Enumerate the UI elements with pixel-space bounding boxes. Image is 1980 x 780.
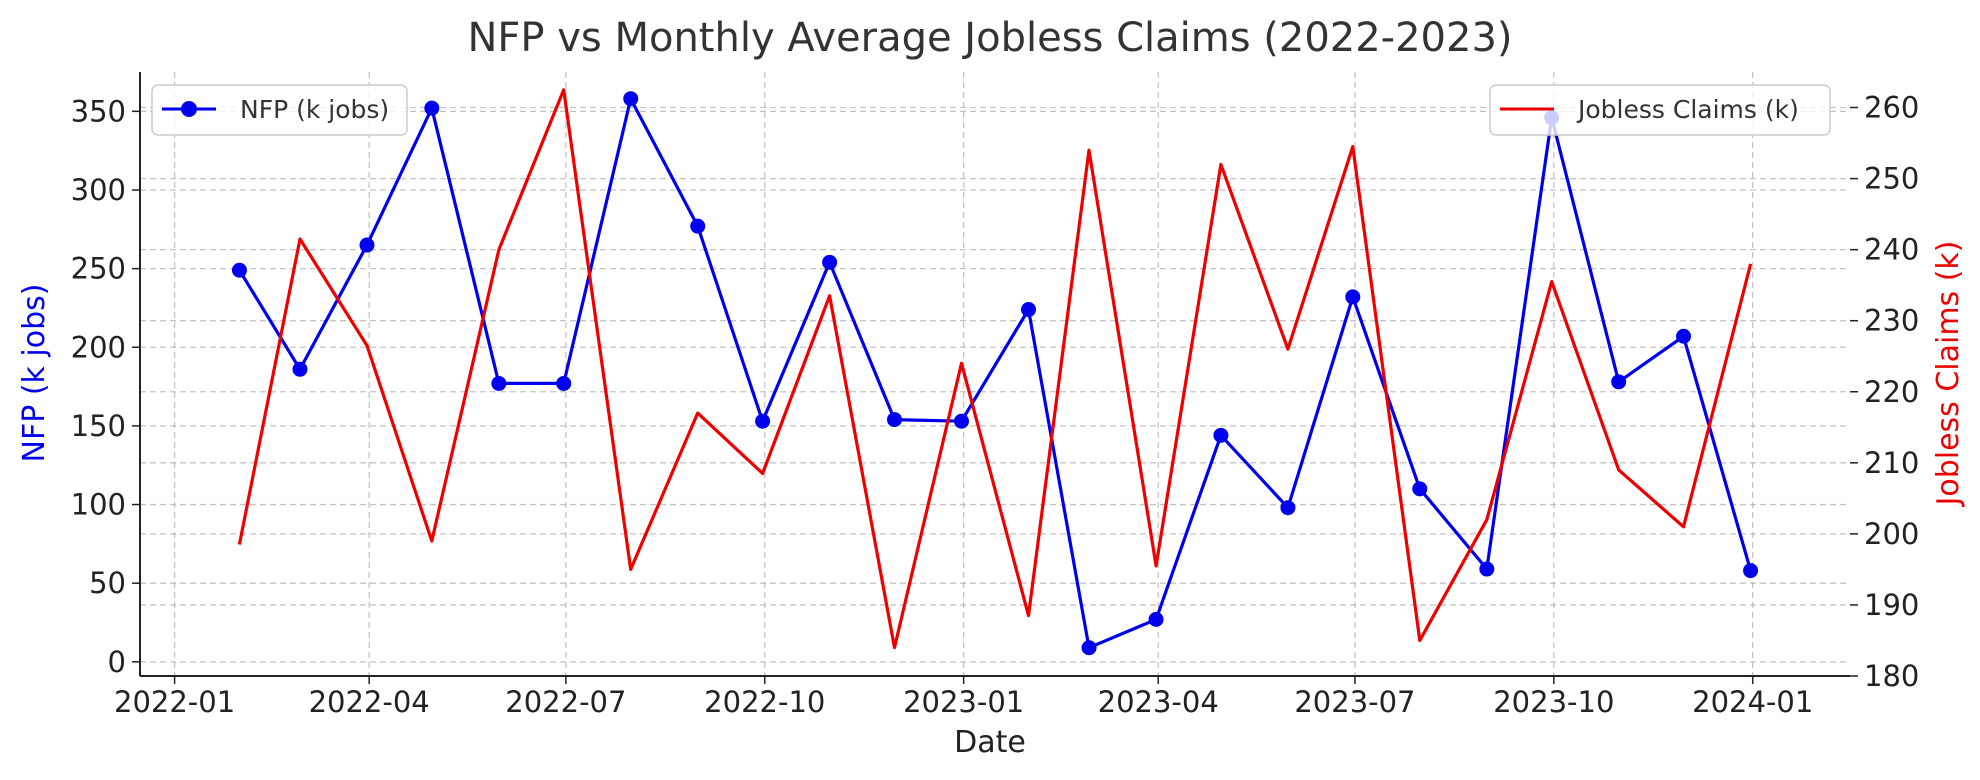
data-point-nfp — [953, 413, 969, 429]
y-right-tick-label: 250 — [1864, 162, 1919, 196]
x-axis-label: Date — [954, 725, 1026, 760]
y-right-tick-label: 220 — [1864, 375, 1919, 409]
x-tick-label: 2023-10 — [1493, 685, 1614, 719]
y-left-tick-label: 150 — [71, 409, 126, 443]
y-left-tick-label: 100 — [71, 488, 126, 522]
data-point-nfp — [1021, 302, 1037, 318]
y-right-tick-label: 200 — [1864, 517, 1919, 551]
data-point-nfp — [690, 218, 706, 234]
x-tick-label: 2023-01 — [903, 685, 1024, 719]
data-point-nfp — [755, 413, 771, 429]
chart-title: NFP vs Monthly Average Jobless Claims (2… — [467, 15, 1512, 61]
y-axis-label-right: Jobless Claims (k) — [1931, 240, 1966, 507]
legend-jobless-claims: Jobless Claims (k) — [1489, 84, 1831, 136]
data-point-nfp — [1676, 328, 1692, 344]
x-tick-label: 2022-10 — [704, 685, 825, 719]
data-point-nfp — [1412, 481, 1428, 497]
data-point-nfp — [1280, 500, 1296, 516]
x-tick-label: 2023-04 — [1098, 685, 1219, 719]
data-point-nfp — [359, 237, 375, 253]
x-tick-label: 2022-07 — [505, 685, 626, 719]
data-point-nfp — [556, 375, 572, 391]
data-point-nfp — [1479, 561, 1495, 577]
x-tick-label: 2022-04 — [309, 685, 430, 719]
data-point-nfp — [1743, 563, 1759, 579]
data-point-nfp — [822, 254, 838, 270]
y-right-tick-label: 230 — [1864, 304, 1919, 338]
series-line-nfp — [238, 97, 1753, 650]
y-axis-label-left: NFP (k jobs) — [17, 283, 52, 462]
data-point-nfp — [1148, 611, 1164, 627]
x-tick-label: 2023-07 — [1294, 685, 1415, 719]
legend-label-jobless-claims: Jobless Claims (k) — [1576, 95, 1799, 124]
data-point-nfp — [1611, 374, 1627, 390]
tick-labels: 2022-01 2022-04 2022-07 2022-10 2023-01 2023-… — [71, 91, 1920, 719]
y-right-tick-label: 180 — [1864, 659, 1919, 693]
series-layer — [231, 88, 1759, 656]
data-point-nfp — [1081, 640, 1097, 656]
y-left-tick-label: 250 — [71, 252, 126, 286]
data-point-nfp — [623, 91, 639, 107]
y-right-tick-label: 260 — [1864, 91, 1919, 125]
axes — [132, 72, 1858, 684]
legend-nfp: NFP (k jobs) — [151, 84, 408, 136]
data-point-nfp — [292, 361, 308, 377]
grid — [140, 72, 1850, 677]
data-point-nfp — [231, 262, 247, 278]
data-point-nfp — [886, 412, 902, 428]
data-point-nfp — [1345, 289, 1361, 305]
x-tick-label: 2022-01 — [114, 685, 235, 719]
y-left-tick-label: 200 — [71, 330, 126, 364]
data-point-nfp — [424, 100, 440, 116]
series-line-jobless-claims — [237, 88, 1753, 650]
legend-marker-circle — [181, 101, 197, 117]
y-left-tick-label: 50 — [89, 566, 126, 600]
y-right-tick-label: 190 — [1864, 588, 1919, 622]
legend-label-nfp: NFP (k jobs) — [240, 95, 389, 124]
y-left-tick-label: 0 — [108, 645, 126, 679]
data-point-nfp — [1213, 427, 1229, 443]
data-point-nfp — [491, 375, 507, 391]
y-left-tick-label: 350 — [71, 94, 126, 128]
x-tick-label: 2024-01 — [1692, 685, 1813, 719]
y-right-tick-label: 240 — [1864, 233, 1919, 267]
y-right-tick-label: 210 — [1864, 446, 1919, 480]
y-left-tick-label: 300 — [71, 173, 126, 207]
